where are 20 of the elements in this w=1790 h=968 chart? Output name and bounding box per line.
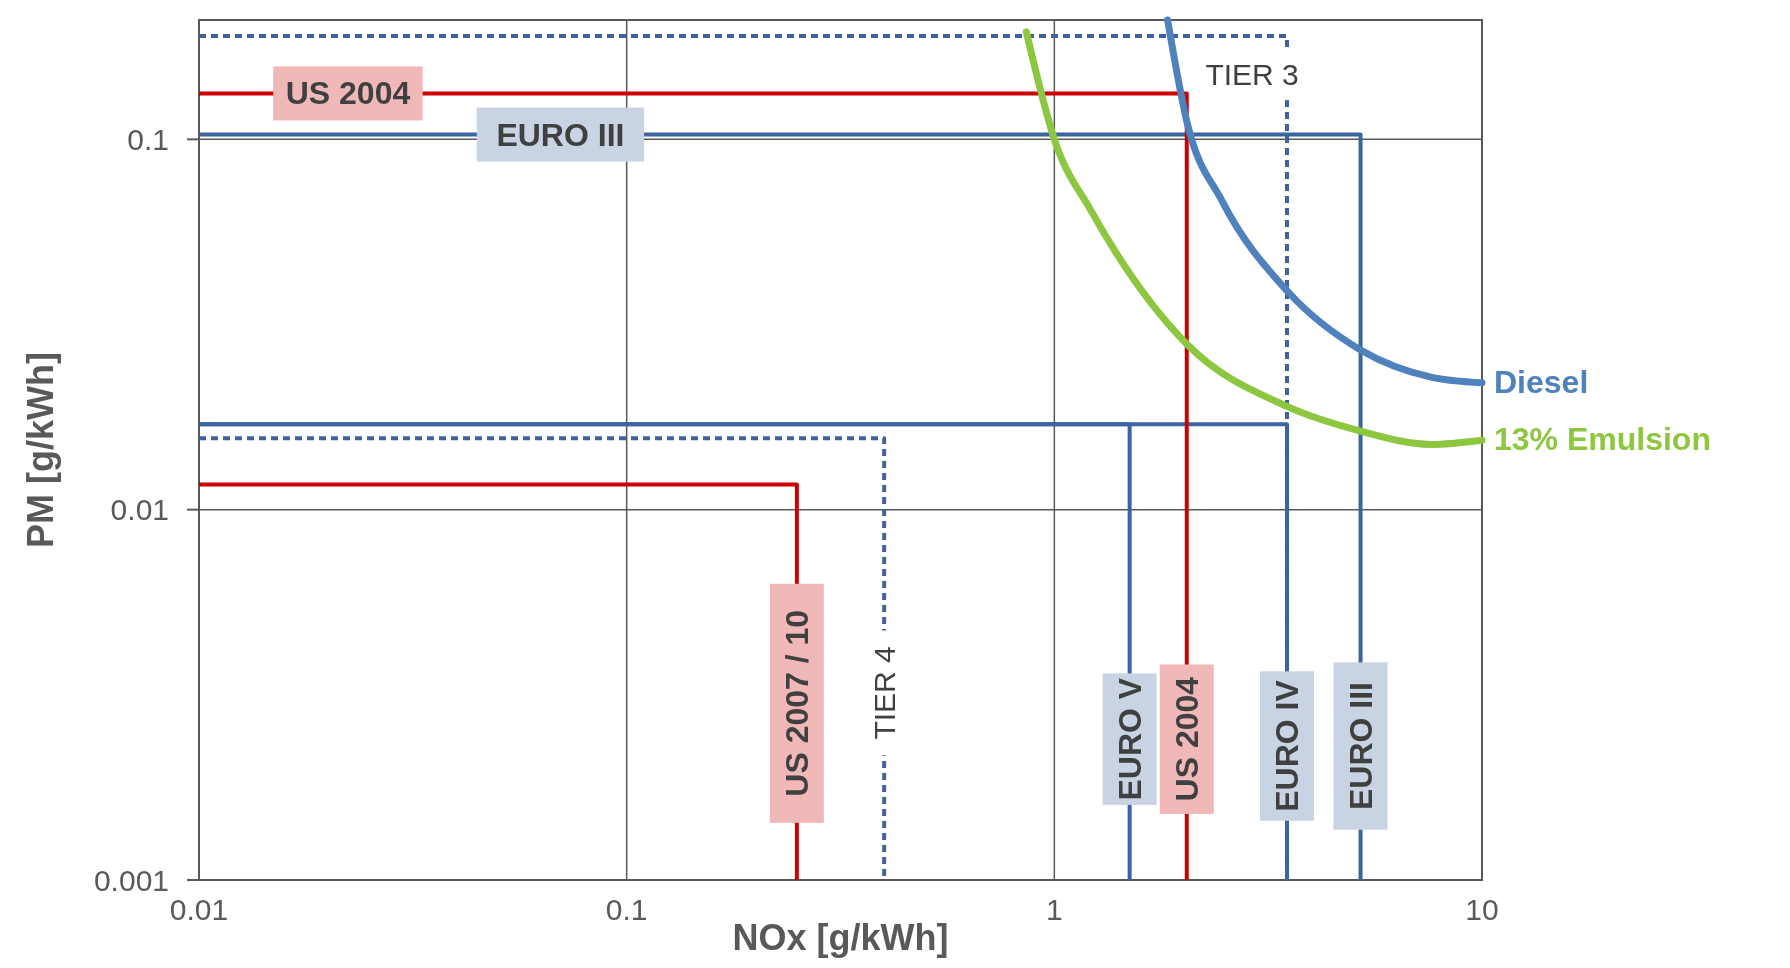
series-label: Diesel: [1494, 363, 1589, 400]
series-label: 13% Emulsion: [1494, 421, 1711, 458]
annotation: EURO III: [496, 116, 625, 153]
y-tick-label: 0.1: [127, 122, 169, 156]
x-tick-label: 0.01: [169, 893, 229, 926]
x-axis-title: NOx [g/kWh]: [732, 917, 949, 958]
annotation: EURO V: [1111, 677, 1148, 801]
y-tick-label: 0.01: [110, 493, 169, 527]
annotation: TIER 4: [867, 646, 901, 740]
x-tick-label: 0.1: [605, 893, 648, 926]
y-axis-title: PM [g/kWh]: [20, 352, 61, 548]
x-tick-label: 10: [1465, 893, 1499, 926]
x-tick-label: 1: [1045, 893, 1063, 926]
annotation: US 2004: [1168, 676, 1205, 802]
annotation: EURO IV: [1269, 679, 1306, 812]
annotation: EURO III: [1342, 682, 1379, 811]
y-tick-label: 0.001: [93, 863, 169, 897]
annotation: US 2004: [285, 75, 411, 112]
annotation: TIER 3: [1205, 57, 1299, 91]
annotation: US 2007 / 10: [778, 609, 815, 797]
